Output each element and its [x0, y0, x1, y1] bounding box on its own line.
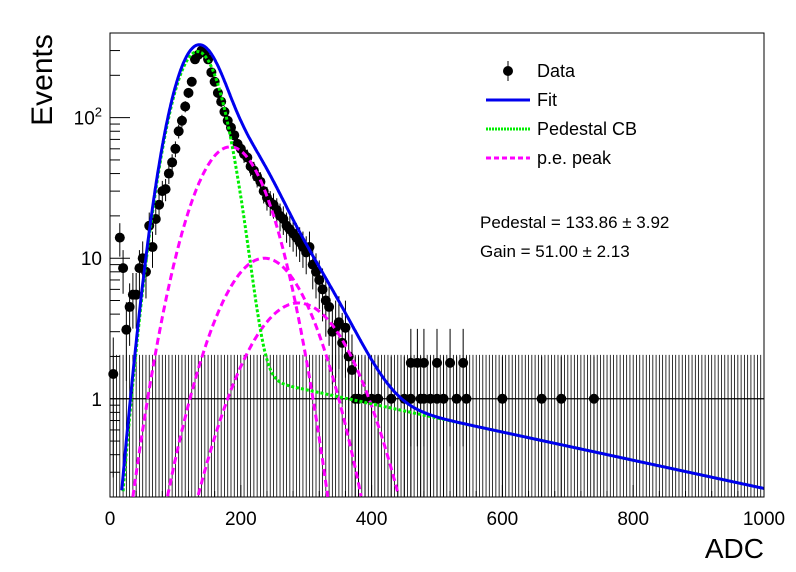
pe-peak-3-curve	[196, 301, 400, 496]
y-tick-label: 1	[91, 390, 102, 411]
data-point	[114, 232, 125, 243]
data-point	[163, 168, 174, 179]
x-tick-label: 400	[356, 509, 388, 530]
legend-label: Fit	[537, 90, 557, 110]
x-tick-label: 200	[225, 509, 257, 530]
fit-curves	[120, 43, 765, 498]
legend-label: Data	[537, 61, 576, 81]
data-point	[121, 324, 132, 335]
y-axis-label: Events	[26, 34, 59, 126]
data-point	[176, 115, 187, 126]
data-point	[225, 122, 236, 133]
y-tick-label: 102	[74, 105, 102, 130]
x-axis-label: ADC	[705, 533, 764, 564]
data-point	[333, 317, 344, 328]
x-tick-label: 0	[105, 509, 116, 530]
legend-label: p.e. peak	[537, 148, 612, 168]
data-point	[170, 143, 181, 154]
data-point	[160, 184, 171, 195]
data-point	[324, 301, 335, 312]
data-point	[147, 242, 158, 253]
data-point	[154, 199, 165, 210]
y-tick-label: 10	[81, 249, 102, 270]
pe-peak-2-curve	[166, 256, 363, 497]
data-point	[180, 101, 191, 112]
axes: 0 200 400 600 800 1000 1 10 102	[74, 32, 785, 530]
x-tick-label: 800	[617, 509, 649, 530]
data-point	[317, 284, 328, 295]
data-point	[311, 266, 322, 277]
annotation-gain: Gain = 51.00 ± 2.13	[480, 242, 630, 261]
data-layer	[108, 45, 764, 497]
data-point	[186, 76, 197, 87]
x-tick-label: 1000	[743, 509, 785, 530]
data-point	[131, 289, 142, 300]
data-point	[183, 87, 194, 98]
data-point	[118, 263, 129, 274]
legend-marker	[503, 66, 513, 76]
data-point	[173, 126, 184, 137]
data-point	[340, 322, 351, 333]
data-point	[167, 157, 178, 168]
x-tick-label: 600	[487, 509, 519, 530]
data-point	[124, 301, 135, 312]
annotation-pedestal: Pedestal = 133.86 ± 3.92	[480, 213, 669, 232]
fit-curve	[120, 43, 765, 491]
legend-label: Pedestal CB	[537, 119, 637, 139]
data-point	[314, 274, 325, 285]
legend: Data Fit Pedestal CB p.e. peak	[486, 61, 637, 168]
